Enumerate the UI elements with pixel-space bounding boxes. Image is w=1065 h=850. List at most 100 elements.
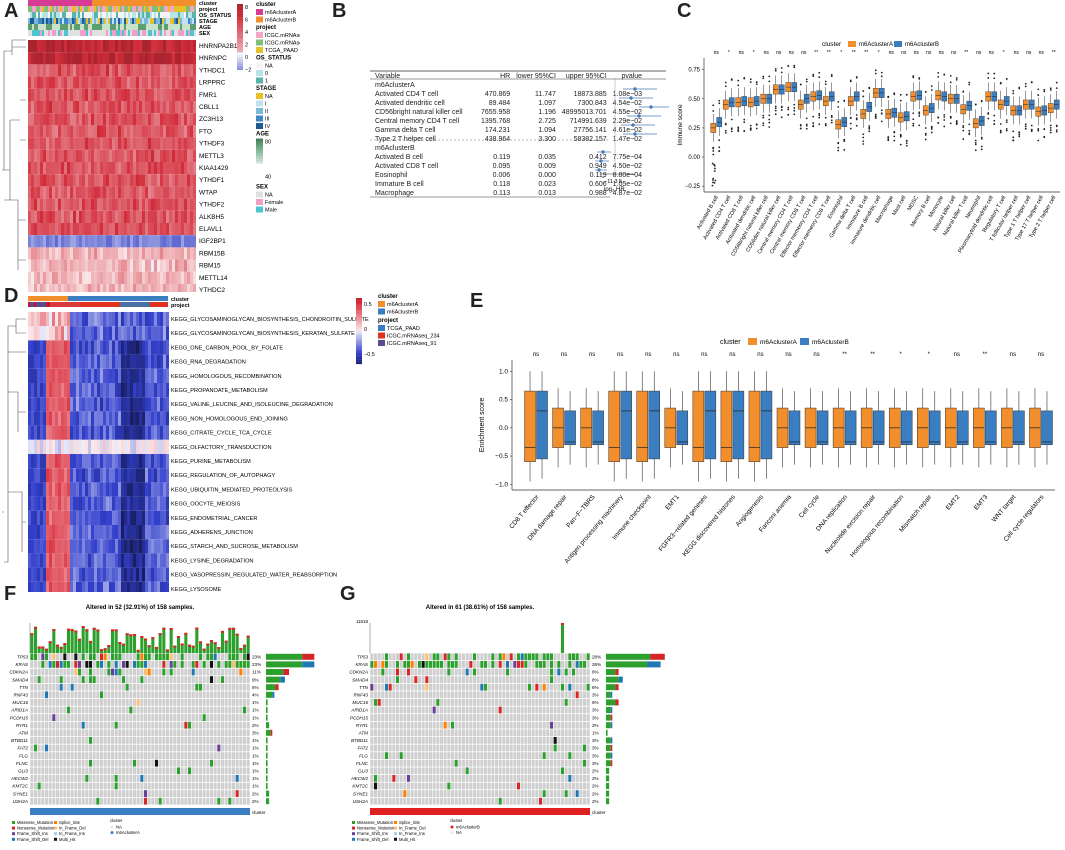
box bbox=[760, 390, 773, 460]
table-row: Immature B cell 0.118 0.023 0.606 1.05e−02 bbox=[372, 180, 645, 189]
box bbox=[788, 410, 801, 446]
table-cell: 1.094 bbox=[538, 127, 556, 134]
pathway-label: KEGG_NON_HOMOLOGOUS_END_JOINING bbox=[171, 416, 288, 422]
gene-label: WTAP bbox=[199, 189, 217, 196]
percent-label: 3% bbox=[592, 738, 599, 743]
significance-label: ** bbox=[842, 352, 847, 358]
gene-label: HECW2 bbox=[11, 776, 28, 781]
gene-label: SYNE1 bbox=[353, 791, 369, 796]
legend-item: m6AclusterA bbox=[116, 830, 140, 835]
legend-item: Nonsense_Mutation bbox=[357, 826, 395, 831]
legend-title: cluster bbox=[720, 339, 741, 346]
table-cell: CD56bright natural killer cell bbox=[375, 109, 463, 116]
panel-label-f: F bbox=[4, 583, 17, 605]
gene-label: YTHDC2 bbox=[199, 287, 225, 292]
table-row: Variable HR lower 95%CI upper 95%CI pvalue bbox=[372, 72, 645, 81]
table-cell: 714991.639 bbox=[569, 118, 607, 125]
pathway-label: KEGG_STARCH_AND_SUCROSE_METABOLISM bbox=[171, 544, 298, 550]
percent-label: 6% bbox=[592, 685, 599, 690]
gene-label: SYNE1 bbox=[13, 791, 29, 796]
legend-item: In_Frame_Ins bbox=[399, 831, 425, 836]
pathway-dendrogram bbox=[2, 318, 26, 563]
table-cell: 11.747 bbox=[535, 91, 556, 98]
table-cell: 89.484 bbox=[488, 100, 511, 107]
table-cell: 3.300 bbox=[538, 136, 556, 143]
annotation-label: STAGE bbox=[199, 19, 218, 25]
table-cell: 4.87e−02 bbox=[612, 190, 643, 197]
panel-e-boxplot: cluster m6AclusterA m6AclusterB 1.0 0.5 0.0 −0… bbox=[479, 338, 1055, 565]
percent-label: 3% bbox=[592, 723, 599, 728]
legend-title: project bbox=[256, 25, 276, 31]
percent-label: 6% bbox=[592, 700, 599, 705]
table-cell bbox=[513, 81, 559, 90]
legend-item: IV bbox=[265, 124, 271, 130]
table-cell: 0.035 bbox=[538, 154, 556, 161]
table-cell: 4.50e−02 bbox=[612, 163, 643, 170]
legend-item: I bbox=[265, 102, 267, 108]
pathway-label: KEGG_ONE_CARBON_POOL_BY_FOLATE bbox=[171, 345, 283, 351]
table-cell: 0.118 bbox=[493, 181, 511, 188]
legend-title: AGE bbox=[256, 132, 269, 138]
table-cell: 27756.141 bbox=[573, 127, 607, 134]
percent-label: 2% bbox=[592, 791, 599, 796]
pathway-label: KEGG_GLYCOSAMINOGLYCAN_BIOSYNTHESIS_KERA… bbox=[171, 331, 355, 337]
gene-label: RBM15 bbox=[199, 263, 221, 270]
gene-label: TP53 bbox=[357, 655, 368, 660]
table-row: Gamma delta T cell 174.231 1.094 27756.141 4… bbox=[372, 126, 645, 135]
box bbox=[900, 410, 913, 446]
legend-item: m6AclusterB bbox=[456, 825, 480, 830]
pathway-label: KEGG_GLYCOSAMINOGLYCAN_BIOSYNTHESIS_CHON… bbox=[171, 317, 369, 323]
table-row: Central memory CD4 T cell 1395.768 2.725 71… bbox=[372, 117, 645, 126]
gene-label: GLI3 bbox=[18, 769, 28, 774]
legend-item: NA bbox=[456, 830, 462, 835]
percent-label: 26% bbox=[592, 662, 601, 667]
gene-label: ALKBH5 bbox=[199, 214, 224, 221]
significance-label: ** bbox=[983, 352, 988, 358]
significance-label: ns bbox=[785, 352, 791, 358]
significance-label: ns bbox=[701, 352, 707, 358]
significance-label: ** bbox=[1052, 50, 1056, 56]
significance-label: ** bbox=[852, 50, 856, 56]
table-cell: 7655.958 bbox=[481, 109, 511, 116]
box bbox=[844, 410, 857, 446]
table-cell: 1.08e−03 bbox=[612, 91, 643, 98]
table-row: Activated CD8 T cell 0.095 0.009 0.949 4.50e… bbox=[372, 162, 645, 171]
box bbox=[620, 390, 632, 460]
hr-point bbox=[649, 105, 653, 109]
hr-point bbox=[597, 168, 601, 172]
table-cell: 1.05e−02 bbox=[612, 181, 643, 188]
percent-label: 3% bbox=[592, 708, 599, 713]
gene-label: ATM bbox=[18, 731, 29, 736]
legend-item: m6AclusterA bbox=[760, 339, 798, 346]
box bbox=[1041, 410, 1053, 446]
box bbox=[592, 410, 604, 446]
significance-label: * bbox=[928, 352, 931, 358]
significance-label: ns bbox=[789, 50, 795, 56]
annotation-label: cluster bbox=[199, 1, 218, 7]
pathway-label: KEGG_CITRATE_CYCLE_TCA_CYCLE bbox=[171, 431, 272, 437]
pathway-label: KEGG_RNA_DEGRADATION bbox=[171, 360, 246, 366]
legend-item: NA bbox=[265, 193, 273, 199]
annotation-label: project bbox=[199, 7, 218, 13]
annotation-label: SEX bbox=[199, 31, 210, 37]
legend-item: ICGC.mRNAseq_234 bbox=[265, 33, 300, 39]
legend-item: ICGC.mRNAseq_91 bbox=[387, 341, 437, 347]
significance-label: ns bbox=[776, 50, 782, 56]
box bbox=[929, 410, 941, 446]
panel-b-axis: −11 3 5 log₂ HR bbox=[604, 179, 625, 193]
table-cell: 4.61e−02 bbox=[612, 127, 643, 134]
legend-item: NA bbox=[265, 64, 273, 70]
box bbox=[748, 390, 761, 462]
table-cell: Type 2 T helper cell bbox=[375, 136, 436, 143]
hr-point bbox=[599, 159, 603, 163]
table-cell: 0.949 bbox=[589, 163, 607, 170]
significance-label: ns bbox=[589, 352, 595, 358]
legend-item: Multi_Hit bbox=[399, 837, 416, 842]
table-cell: lower 95%CI bbox=[516, 73, 556, 80]
table-cell: 58382.157 bbox=[573, 136, 607, 143]
oncoplot-title: Altered in 61 (38.61%) of 158 samples. bbox=[426, 605, 535, 611]
gene-label: YTHDC1 bbox=[199, 67, 225, 74]
hr-point bbox=[633, 87, 637, 91]
significance-label: * bbox=[753, 50, 755, 56]
percent-label: 8% bbox=[592, 677, 599, 682]
